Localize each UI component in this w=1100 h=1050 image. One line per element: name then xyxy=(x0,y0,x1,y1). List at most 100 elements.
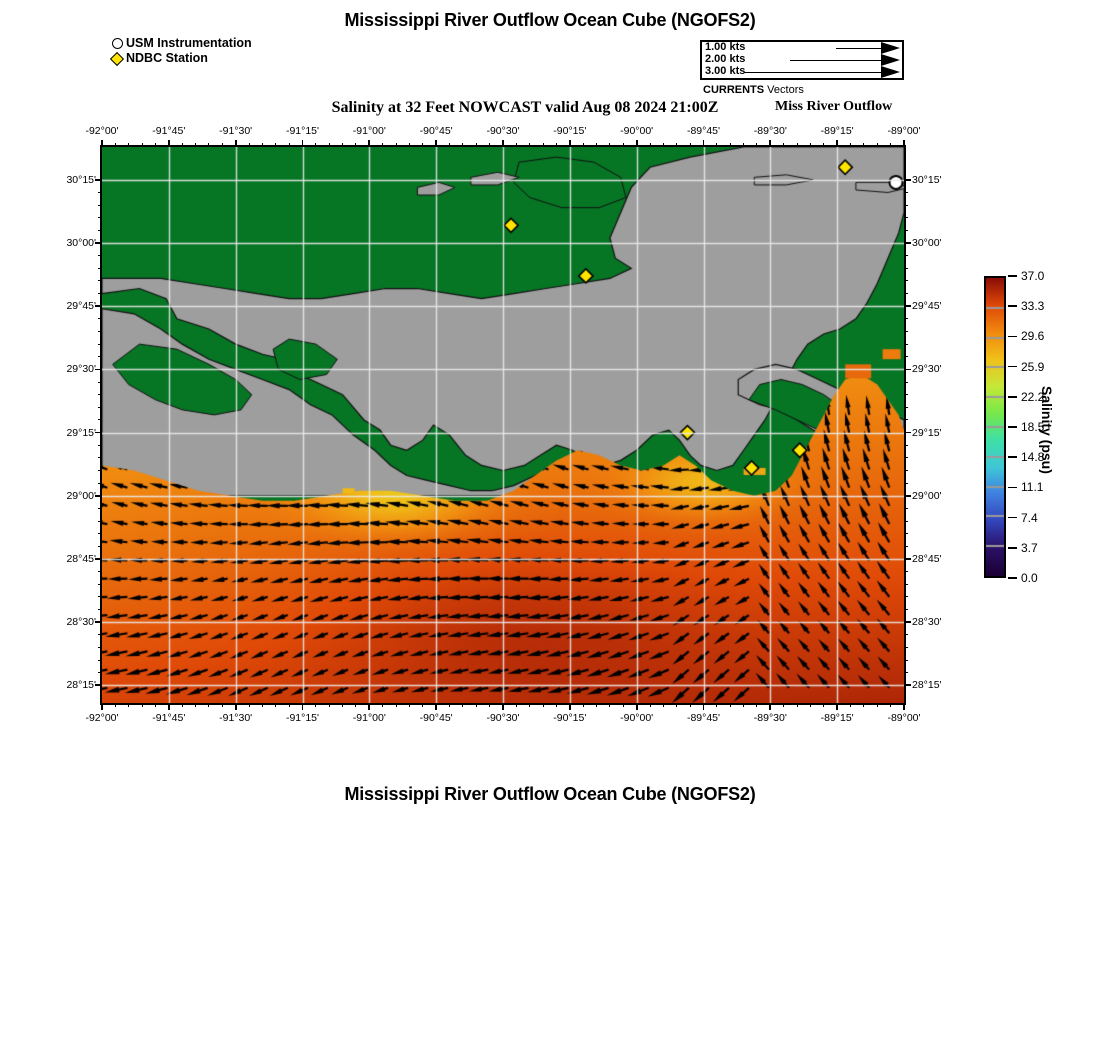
x-axis-minor-tick xyxy=(850,703,852,707)
x-axis-label: -91°30' xyxy=(219,125,253,137)
x-axis-minor-tick xyxy=(275,143,277,147)
colorbar-tick-label: 29.6 xyxy=(1021,329,1045,344)
colorbar-tick xyxy=(1008,335,1017,338)
x-axis-minor-tick xyxy=(114,703,116,707)
y-axis-label: 28°15' xyxy=(66,679,96,692)
y-axis-minor-tick xyxy=(904,267,908,269)
x-axis-minor-tick xyxy=(355,703,357,707)
x-axis-major-tick xyxy=(502,140,504,147)
x-axis-minor-tick xyxy=(756,143,758,147)
x-axis-major-tick xyxy=(502,703,504,710)
x-axis-minor-tick xyxy=(114,143,116,147)
y-axis-major-tick xyxy=(904,684,911,687)
y-axis-major-tick xyxy=(95,242,102,244)
x-axis-major-tick xyxy=(101,703,103,710)
y-axis-minor-tick xyxy=(904,520,908,522)
x-axis-major-tick xyxy=(769,140,772,147)
map-plot-area[interactable] xyxy=(100,145,906,705)
y-axis-minor-tick xyxy=(98,634,102,636)
x-axis-minor-tick xyxy=(609,703,611,707)
y-axis-minor-tick xyxy=(98,204,102,206)
x-axis-minor-tick xyxy=(355,143,357,147)
y-axis-minor-tick xyxy=(904,571,908,573)
x-axis-major-tick xyxy=(167,140,170,147)
colorbar-tick xyxy=(1008,486,1017,489)
x-axis-label: -90°45' xyxy=(419,125,453,137)
x-axis-minor-tick xyxy=(288,703,290,707)
x-axis-label: -92°00' xyxy=(85,125,119,137)
vector-key-row-1: 1.00 kts xyxy=(702,41,902,54)
x-axis-minor-tick xyxy=(422,703,424,707)
x-axis-label: -91°00' xyxy=(352,712,386,724)
y-axis-minor-tick xyxy=(98,608,102,610)
x-axis-minor-tick xyxy=(382,703,384,707)
y-axis-minor-tick xyxy=(904,469,908,471)
x-axis-label: -92°00' xyxy=(85,712,119,724)
y-axis-major-tick xyxy=(95,621,102,624)
colorbar-tick xyxy=(1008,577,1017,579)
y-axis-label: 28°45' xyxy=(66,552,96,565)
usm-circle-icon xyxy=(108,38,126,49)
vector-key-arrowhead-1 xyxy=(881,42,900,54)
y-axis-major-tick xyxy=(95,178,102,181)
x-axis-minor-tick xyxy=(783,703,785,707)
chart-subtitle: Salinity at 32 Feet NOWCAST valid Aug 08… xyxy=(331,99,719,116)
x-axis-minor-tick xyxy=(596,703,598,707)
x-axis-minor-tick xyxy=(796,703,798,707)
map-gridlines xyxy=(102,147,904,703)
y-axis-label: 30°00' xyxy=(912,237,942,250)
station-legend: USM Instrumentation NDBC Station xyxy=(108,36,252,66)
y-axis-minor-tick xyxy=(98,520,102,522)
x-axis-major-tick xyxy=(903,703,905,710)
y-axis-major-tick xyxy=(95,305,102,308)
page-title: Mississippi River Outflow Ocean Cube (NG… xyxy=(344,10,756,30)
x-axis-minor-tick xyxy=(876,703,878,707)
y-axis-minor-tick xyxy=(98,381,102,383)
y-axis-label: 28°30' xyxy=(912,616,942,629)
y-axis-minor-tick xyxy=(98,280,102,282)
x-axis-minor-tick xyxy=(181,143,183,147)
y-axis-major-tick xyxy=(904,431,911,434)
x-axis-minor-tick xyxy=(221,703,223,707)
x-axis-minor-tick xyxy=(582,703,584,707)
x-axis-minor-tick xyxy=(582,143,584,147)
x-axis-minor-tick xyxy=(622,143,624,147)
colorbar xyxy=(984,276,1006,578)
colorbar-tick-label: 33.3 xyxy=(1021,299,1045,314)
x-axis-major-tick xyxy=(435,140,438,147)
colorbar-tick-label: 0.0 xyxy=(1021,571,1038,585)
x-axis-minor-tick xyxy=(689,143,691,147)
x-axis-minor-tick xyxy=(154,143,156,147)
x-axis-minor-tick xyxy=(649,703,651,707)
y-axis-label: 29°30' xyxy=(912,363,942,376)
x-axis-label: -91°45' xyxy=(152,125,186,137)
x-axis-minor-tick xyxy=(248,703,250,707)
y-axis-minor-tick xyxy=(98,571,102,573)
y-axis-minor-tick xyxy=(98,533,102,535)
x-axis-minor-tick xyxy=(863,143,865,147)
x-axis-label: -91°30' xyxy=(219,712,253,724)
x-axis-label: -91°00' xyxy=(352,125,386,137)
vector-key-row-2: 2.00 kts xyxy=(702,53,902,66)
y-axis-major-tick xyxy=(904,242,911,244)
y-axis-major-tick xyxy=(904,368,911,371)
x-axis-minor-tick xyxy=(542,703,544,707)
colorbar-tick-label: 22.2 xyxy=(1021,389,1045,404)
legend-label-usm: USM Instrumentation xyxy=(126,36,252,50)
x-axis-minor-tick xyxy=(596,143,598,147)
colorbar-tick xyxy=(1008,275,1017,277)
x-axis-minor-tick xyxy=(756,703,758,707)
y-axis-label: 29°30' xyxy=(66,363,96,376)
legend-label-ndbc: NDBC Station xyxy=(126,51,208,65)
x-axis-minor-tick xyxy=(783,143,785,147)
x-axis-minor-tick xyxy=(395,143,397,147)
y-axis-label: 28°30' xyxy=(66,616,96,629)
x-axis-minor-tick xyxy=(676,143,678,147)
y-axis-major-tick xyxy=(95,494,102,497)
x-axis-minor-tick xyxy=(208,703,210,707)
x-axis-minor-tick xyxy=(342,703,344,707)
x-axis-minor-tick xyxy=(328,703,330,707)
y-axis-minor-tick xyxy=(904,293,908,295)
y-axis-major-tick xyxy=(904,178,911,181)
x-axis-minor-tick xyxy=(890,143,892,147)
